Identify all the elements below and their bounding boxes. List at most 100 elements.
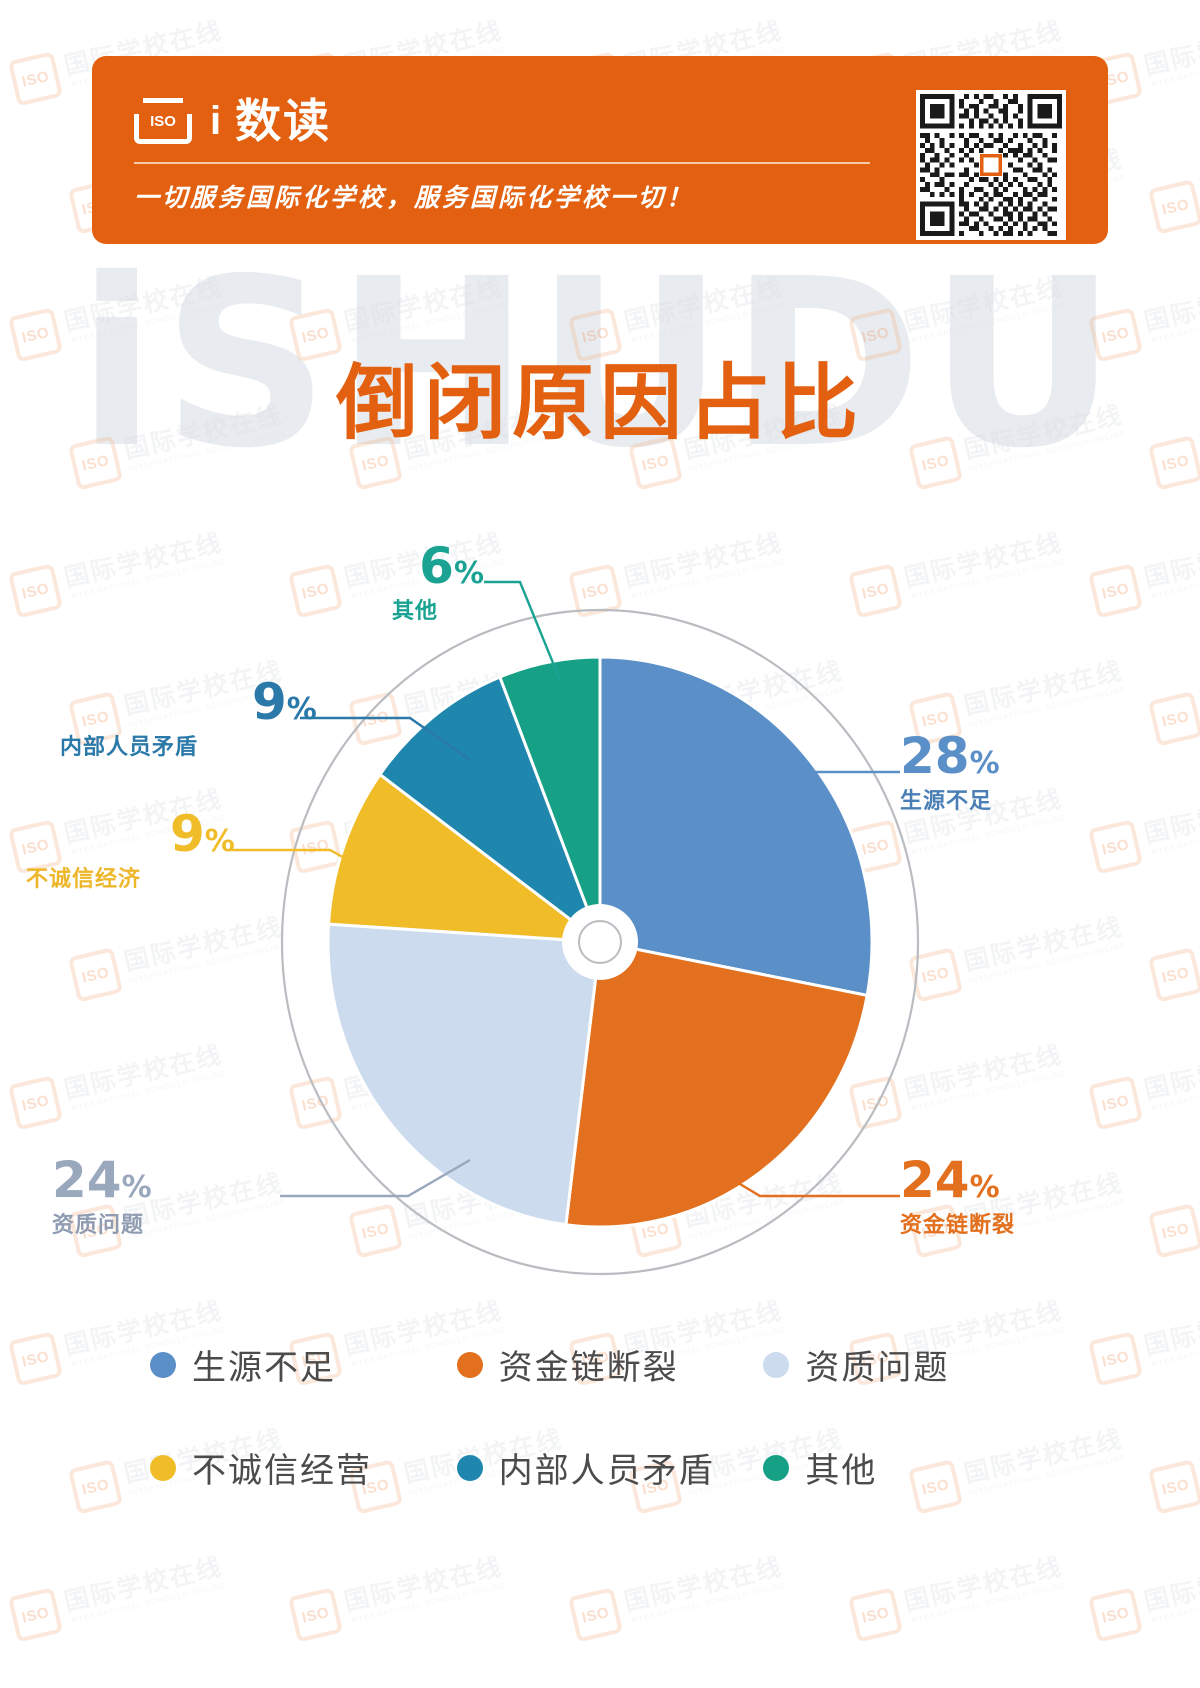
iso-logo-text: ISO bbox=[150, 112, 176, 130]
callout-label-3: 不诚信经济 bbox=[26, 866, 142, 891]
chart-legend: 生源不足 资金链断裂 资质问题不诚信经营 内部人员矛盾 其他 bbox=[150, 1340, 1070, 1492]
callout-pct-3: 9 bbox=[170, 805, 205, 863]
watermark-iso-icon: ISO bbox=[287, 1587, 344, 1643]
pie-slice-其他[interactable] bbox=[497, 655, 602, 943]
callout-sym-2: % bbox=[121, 1170, 152, 1205]
leader-lines bbox=[230, 580, 900, 1198]
callout-zijinlian-duanlie: 24% 资金链断裂 bbox=[900, 1155, 1016, 1239]
legend-label: 内部人员矛盾 bbox=[498, 1452, 715, 1490]
callout-sym-1: % bbox=[969, 1170, 1000, 1205]
legend-label: 不诚信经营 bbox=[192, 1452, 372, 1490]
watermark-cn: 国际学校在线 bbox=[1141, 17, 1200, 81]
watermark-cn: 国际学校在线 bbox=[1141, 1553, 1200, 1617]
callout-label-4: 内部人员矛盾 bbox=[60, 734, 199, 759]
legend-dot-icon bbox=[150, 1351, 176, 1378]
leader-line-qita bbox=[484, 580, 562, 681]
callout-pct-4: 9 bbox=[252, 673, 287, 731]
pie-slice-资质问题[interactable] bbox=[326, 922, 602, 1227]
watermark-en: INTERNATIONAL SCHOOLS ONLINE bbox=[347, 1579, 508, 1626]
brand-slogan: 一切服务国际化学校，服务国际化学校一切！ bbox=[134, 184, 695, 212]
pie-slices bbox=[326, 655, 874, 1229]
legend-label: 生源不足 bbox=[192, 1349, 336, 1387]
watermark-iso-icon: ISO bbox=[847, 1587, 904, 1643]
watermark-iso-icon: ISO bbox=[1147, 1459, 1200, 1515]
callout-qita: 6% 其他 bbox=[360, 541, 484, 625]
watermark-iso-icon: ISO bbox=[567, 1587, 624, 1643]
legend-label: 其他 bbox=[805, 1452, 878, 1490]
watermark-en: INTERNATIONAL SCHOOLS ONLINE bbox=[1147, 1324, 1200, 1370]
brand-name: 数读 bbox=[235, 95, 332, 147]
watermark-iso-icon: ISO bbox=[1087, 1331, 1144, 1387]
legend-dot-icon bbox=[456, 1351, 483, 1378]
legend-dot-icon bbox=[763, 1351, 790, 1378]
legend-dot-icon bbox=[763, 1454, 790, 1481]
watermark-cn: 国际学校在线 bbox=[901, 1553, 1066, 1617]
watermark-iso-icon: ISO bbox=[67, 1459, 124, 1515]
callout-sym-0: % bbox=[969, 746, 1000, 781]
pie-chart: 28% 生源不足 24% 资金链断裂 24% 资质问题 9% 不诚信经济 9% … bbox=[0, 520, 1200, 1300]
donut-center-ring bbox=[578, 920, 622, 964]
callout-pct-5: 6 bbox=[419, 537, 454, 595]
callout-neibu-renyuan-maodun: 9% 内部人员矛盾 bbox=[30, 677, 317, 761]
leader-line-zijin bbox=[699, 1158, 900, 1198]
leader-line-shengyuan bbox=[699, 770, 900, 810]
brand-block: ISO i 数读 一切服务国际化学校，服务国际化学校一切！ bbox=[134, 98, 894, 214]
page-title: 倒闭原因占比 bbox=[335, 356, 864, 451]
watermark-en: INTERNATIONAL SCHOOLS ONLINE bbox=[1147, 44, 1200, 90]
watermark-en: INTERNATIONAL SCHOOLS ONLINE bbox=[67, 1579, 228, 1626]
legend-item-生源不足[interactable]: 生源不足 bbox=[150, 1340, 457, 1389]
pie-slice-生源不足[interactable] bbox=[598, 655, 874, 998]
watermark-en: INTERNATIONAL SCHOOLS ONLINE bbox=[627, 1579, 788, 1626]
callout-label-2: 资质问题 bbox=[52, 1212, 145, 1237]
leader-line-zizhi bbox=[280, 1158, 471, 1198]
pie-slice-资金链断裂[interactable] bbox=[564, 940, 869, 1229]
legend-item-内部人员矛盾[interactable]: 内部人员矛盾 bbox=[456, 1443, 764, 1492]
pie-slice-内部人员矛盾[interactable] bbox=[377, 675, 604, 947]
watermark-en: INTERNATIONAL SCHOOLS ONLINE bbox=[907, 1579, 1068, 1626]
brand-divider bbox=[134, 162, 870, 164]
legend-dot-icon bbox=[456, 1454, 483, 1481]
watermark-cn: 国际学校在线 bbox=[341, 1553, 506, 1617]
watermark-iso-icon: ISO bbox=[7, 1587, 64, 1643]
watermark-iso-icon: ISO bbox=[7, 1331, 64, 1387]
callout-pct-1: 24 bbox=[900, 1151, 970, 1209]
leader-line-neibu bbox=[300, 716, 471, 761]
header-banner: ISO i 数读 一切服务国际化学校，服务国际化学校一切！ bbox=[92, 56, 1108, 244]
qr-code-svg bbox=[920, 94, 1062, 236]
callout-pct-0: 28 bbox=[900, 727, 970, 785]
legend-item-不诚信经营[interactable]: 不诚信经营 bbox=[150, 1443, 457, 1492]
watermark-iso-icon: ISO bbox=[1147, 179, 1200, 235]
callout-zizhi-wenti: 24% 资质问题 bbox=[52, 1155, 280, 1239]
pie-slice-不诚信经营[interactable] bbox=[326, 772, 605, 944]
callout-sym-4: % bbox=[286, 692, 317, 727]
legend-label: 资质问题 bbox=[805, 1349, 950, 1387]
legend-label: 资金链断裂 bbox=[498, 1349, 679, 1387]
watermark-iso-icon: ISO bbox=[7, 51, 64, 107]
iso-logo-icon: ISO bbox=[134, 98, 192, 144]
legend-dot-icon bbox=[150, 1454, 176, 1481]
watermark-cn: 国际学校在线 bbox=[621, 1553, 786, 1617]
watermark-cn: 国际学校在线 bbox=[1141, 1297, 1200, 1361]
qr-code-icon[interactable] bbox=[916, 90, 1066, 240]
callout-sym-5: % bbox=[453, 556, 484, 591]
brand-letter-i: i bbox=[210, 99, 222, 143]
callout-shengyuan-buzu: 28% 生源不足 bbox=[900, 731, 1000, 815]
watermark-en: INTERNATIONAL SCHOOLS ONLINE bbox=[1147, 1580, 1200, 1626]
watermark-cn: 国际学校在线 bbox=[61, 1553, 226, 1617]
callout-label-1: 资金链断裂 bbox=[900, 1212, 1016, 1237]
leader-line-buchengxin bbox=[230, 848, 399, 890]
legend-item-其他[interactable]: 其他 bbox=[763, 1443, 1070, 1492]
legend-item-资金链断裂[interactable]: 资金链断裂 bbox=[456, 1340, 764, 1389]
legend-item-资质问题[interactable]: 资质问题 bbox=[763, 1340, 1070, 1389]
brand-row: ISO i 数读 bbox=[134, 98, 894, 144]
callout-pct-2: 24 bbox=[52, 1151, 122, 1209]
pie-chart-svg bbox=[230, 580, 920, 1276]
callout-label-0: 生源不足 bbox=[900, 788, 993, 813]
ghost-wordmark: iSHUDU bbox=[76, 229, 1124, 499]
